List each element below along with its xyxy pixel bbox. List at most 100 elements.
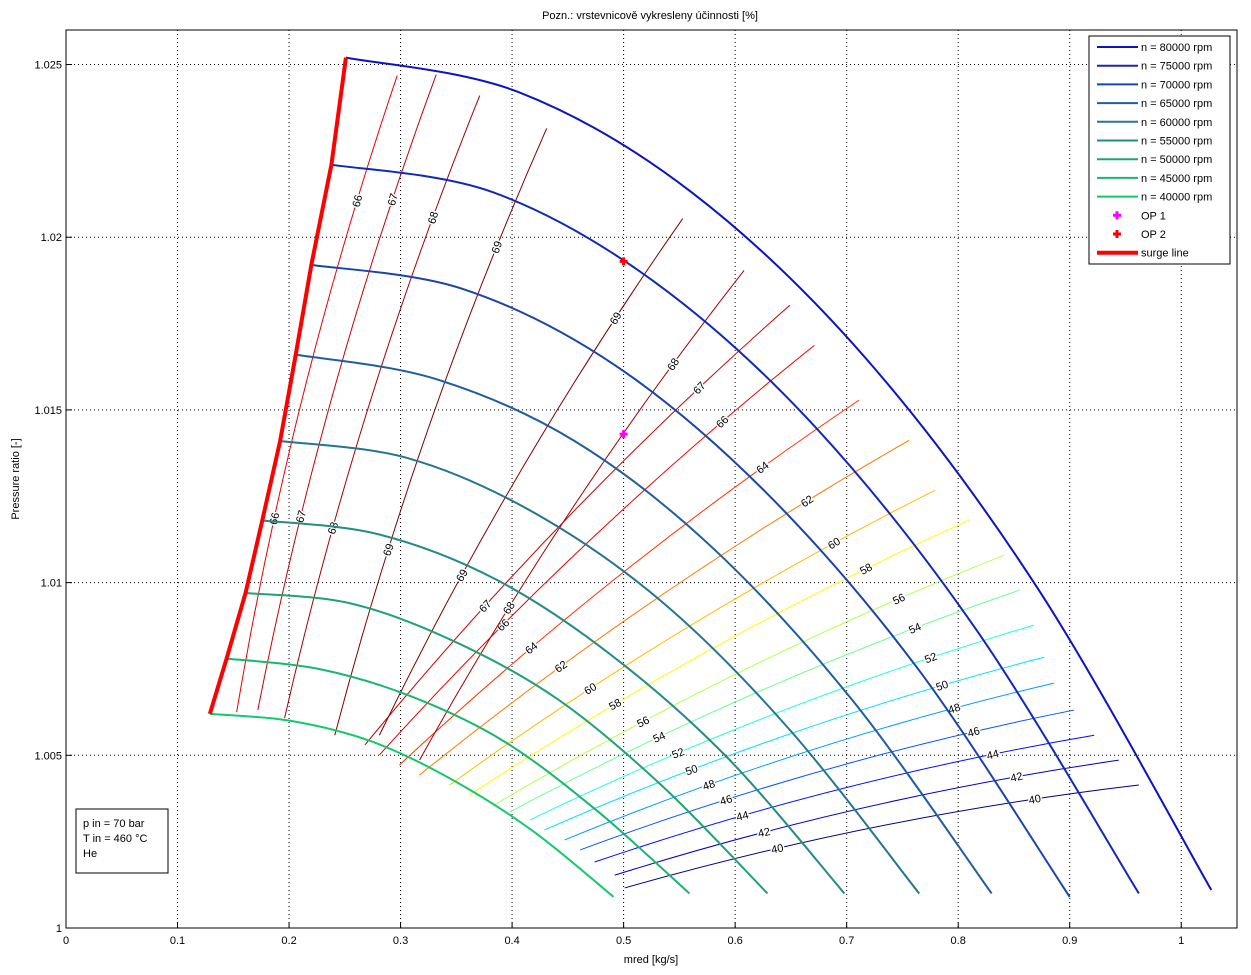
contour-label: 50 xyxy=(935,679,950,694)
contour-label: 40 xyxy=(1028,793,1042,807)
speed-line-7 xyxy=(226,657,691,895)
y-axis-label: Pressure ratio [-] xyxy=(10,438,22,519)
y-tick-label: 1.005 xyxy=(34,750,62,762)
contour-label: 46 xyxy=(719,793,734,808)
contour-line-67 xyxy=(364,304,791,746)
contour-line-52 xyxy=(529,624,1035,821)
contour-label: 67 xyxy=(386,192,401,207)
y-tick-label: 1.015 xyxy=(34,405,62,417)
contour-line-66 xyxy=(379,344,815,756)
grid xyxy=(66,30,1237,928)
contour-label: 48 xyxy=(947,702,962,717)
contour-label: 54 xyxy=(907,621,923,637)
legend-label: n = 80000 rpm xyxy=(1141,42,1212,54)
speed-line-5 xyxy=(262,519,846,895)
x-tick-label: 0 xyxy=(63,935,69,947)
speed-line-3 xyxy=(295,353,993,895)
contour-label: 50 xyxy=(684,763,699,778)
legend: n = 80000 rpm n = 75000 rpm n = 70000 rpm n… xyxy=(1088,35,1231,265)
legend-label: surge line xyxy=(1141,248,1189,260)
contour-line-67 xyxy=(257,74,437,711)
y-tick-label: 1.025 xyxy=(34,60,62,72)
contour-label: 69 xyxy=(490,240,505,256)
annotation-line: p in = 70 bar xyxy=(83,818,145,830)
x-tick-label: 0.6 xyxy=(727,935,742,947)
contour-line-44 xyxy=(594,734,1095,863)
legend-label: n = 45000 rpm xyxy=(1141,173,1212,185)
contour-label: 69 xyxy=(381,542,396,558)
contour-label: 67 xyxy=(477,598,494,615)
speed-lines xyxy=(209,56,1213,898)
contour-label: 68 xyxy=(326,521,341,536)
contour-label: 44 xyxy=(986,748,1001,763)
speed-line-2 xyxy=(311,263,1071,898)
surge-line-path xyxy=(207,57,348,715)
x-tick-label: 0.5 xyxy=(616,935,631,947)
contour-label: 68 xyxy=(501,600,518,617)
contour-label: 67 xyxy=(294,509,309,524)
contour-label: 46 xyxy=(966,725,981,740)
y-tick-label: 1.02 xyxy=(41,232,62,244)
x-tick-label: 0.2 xyxy=(281,935,296,947)
legend-box xyxy=(1088,35,1231,265)
contour-label: 69 xyxy=(454,567,471,584)
legend-label: n = 70000 rpm xyxy=(1141,79,1212,91)
y-tick-label: 1 xyxy=(56,923,62,935)
speed-line-6 xyxy=(245,591,769,895)
contour-label: 42 xyxy=(757,826,772,840)
x-tick-label: 0.4 xyxy=(504,935,519,947)
efficiency-contours: 4040424244444646484850505252545456565858… xyxy=(236,74,1139,889)
contour-label: 56 xyxy=(635,714,651,730)
legend-label: n = 60000 rpm xyxy=(1141,117,1212,129)
contour-label: 52 xyxy=(923,651,939,667)
contour-line-48 xyxy=(564,682,1055,841)
contour-label: 58 xyxy=(607,697,624,713)
contour-line-60 xyxy=(449,489,935,786)
contour-label: 60 xyxy=(826,536,843,553)
operating-points xyxy=(619,257,628,439)
x-tick-label: 0.7 xyxy=(839,935,854,947)
contour-label: 66 xyxy=(268,511,283,526)
y-tick-label: 1.01 xyxy=(41,578,62,590)
x-tick-label: 0.3 xyxy=(393,935,408,947)
annotation-line: T in = 460 °C xyxy=(83,833,147,845)
plot-frame xyxy=(65,29,1238,929)
contour-line-69 xyxy=(378,218,684,736)
legend-label: OP 2 xyxy=(1141,229,1166,241)
legend-label: n = 75000 rpm xyxy=(1141,61,1212,73)
contour-line-64 xyxy=(399,399,860,766)
contour-label: 52 xyxy=(670,746,686,762)
contour-line-69 xyxy=(334,128,548,736)
contour-line-58 xyxy=(469,519,970,796)
axis-ticks: 0 0.1 0.2 0.3 0.4 0.5 0.6 0.7 0.8 0.9 1 1 1.005 1.01 1… xyxy=(34,60,1184,947)
chart-title: Pozn.: vrstevnicově vykresleny účinnosti… xyxy=(542,10,758,22)
speed-line-0 xyxy=(345,56,1213,891)
contour-label: 40 xyxy=(770,842,784,856)
x-tick-label: 0.9 xyxy=(1062,935,1077,947)
legend-label: n = 40000 rpm xyxy=(1141,192,1212,204)
x-tick-label: 0.8 xyxy=(951,935,966,947)
legend-marker xyxy=(1113,211,1121,220)
contour-line-40 xyxy=(624,784,1139,889)
contour-line-66 xyxy=(236,75,398,713)
annotation-box: p in = 70 bar T in = 460 °C He xyxy=(75,808,169,874)
contour-label: 68 xyxy=(426,210,441,225)
legend-marker xyxy=(1113,230,1121,238)
contour-line-50 xyxy=(544,656,1045,831)
contour-line-54 xyxy=(509,589,1020,813)
contour-line-42 xyxy=(614,759,1119,876)
contour-line-68 xyxy=(419,270,745,761)
x-axis-label: mred [kg/s] xyxy=(624,954,678,966)
legend-label: n = 55000 rpm xyxy=(1141,136,1212,148)
operating-point-2 xyxy=(619,257,628,266)
contour-label: 54 xyxy=(651,730,667,746)
operating-point-1 xyxy=(619,430,628,439)
legend-label: n = 50000 rpm xyxy=(1141,154,1212,166)
annotation-line: He xyxy=(83,848,97,860)
contour-line-56 xyxy=(493,554,1005,806)
legend-label: OP 1 xyxy=(1141,210,1166,222)
surge-line xyxy=(207,57,348,715)
contour-label: 60 xyxy=(582,681,599,698)
speed-line-8 xyxy=(209,712,615,898)
